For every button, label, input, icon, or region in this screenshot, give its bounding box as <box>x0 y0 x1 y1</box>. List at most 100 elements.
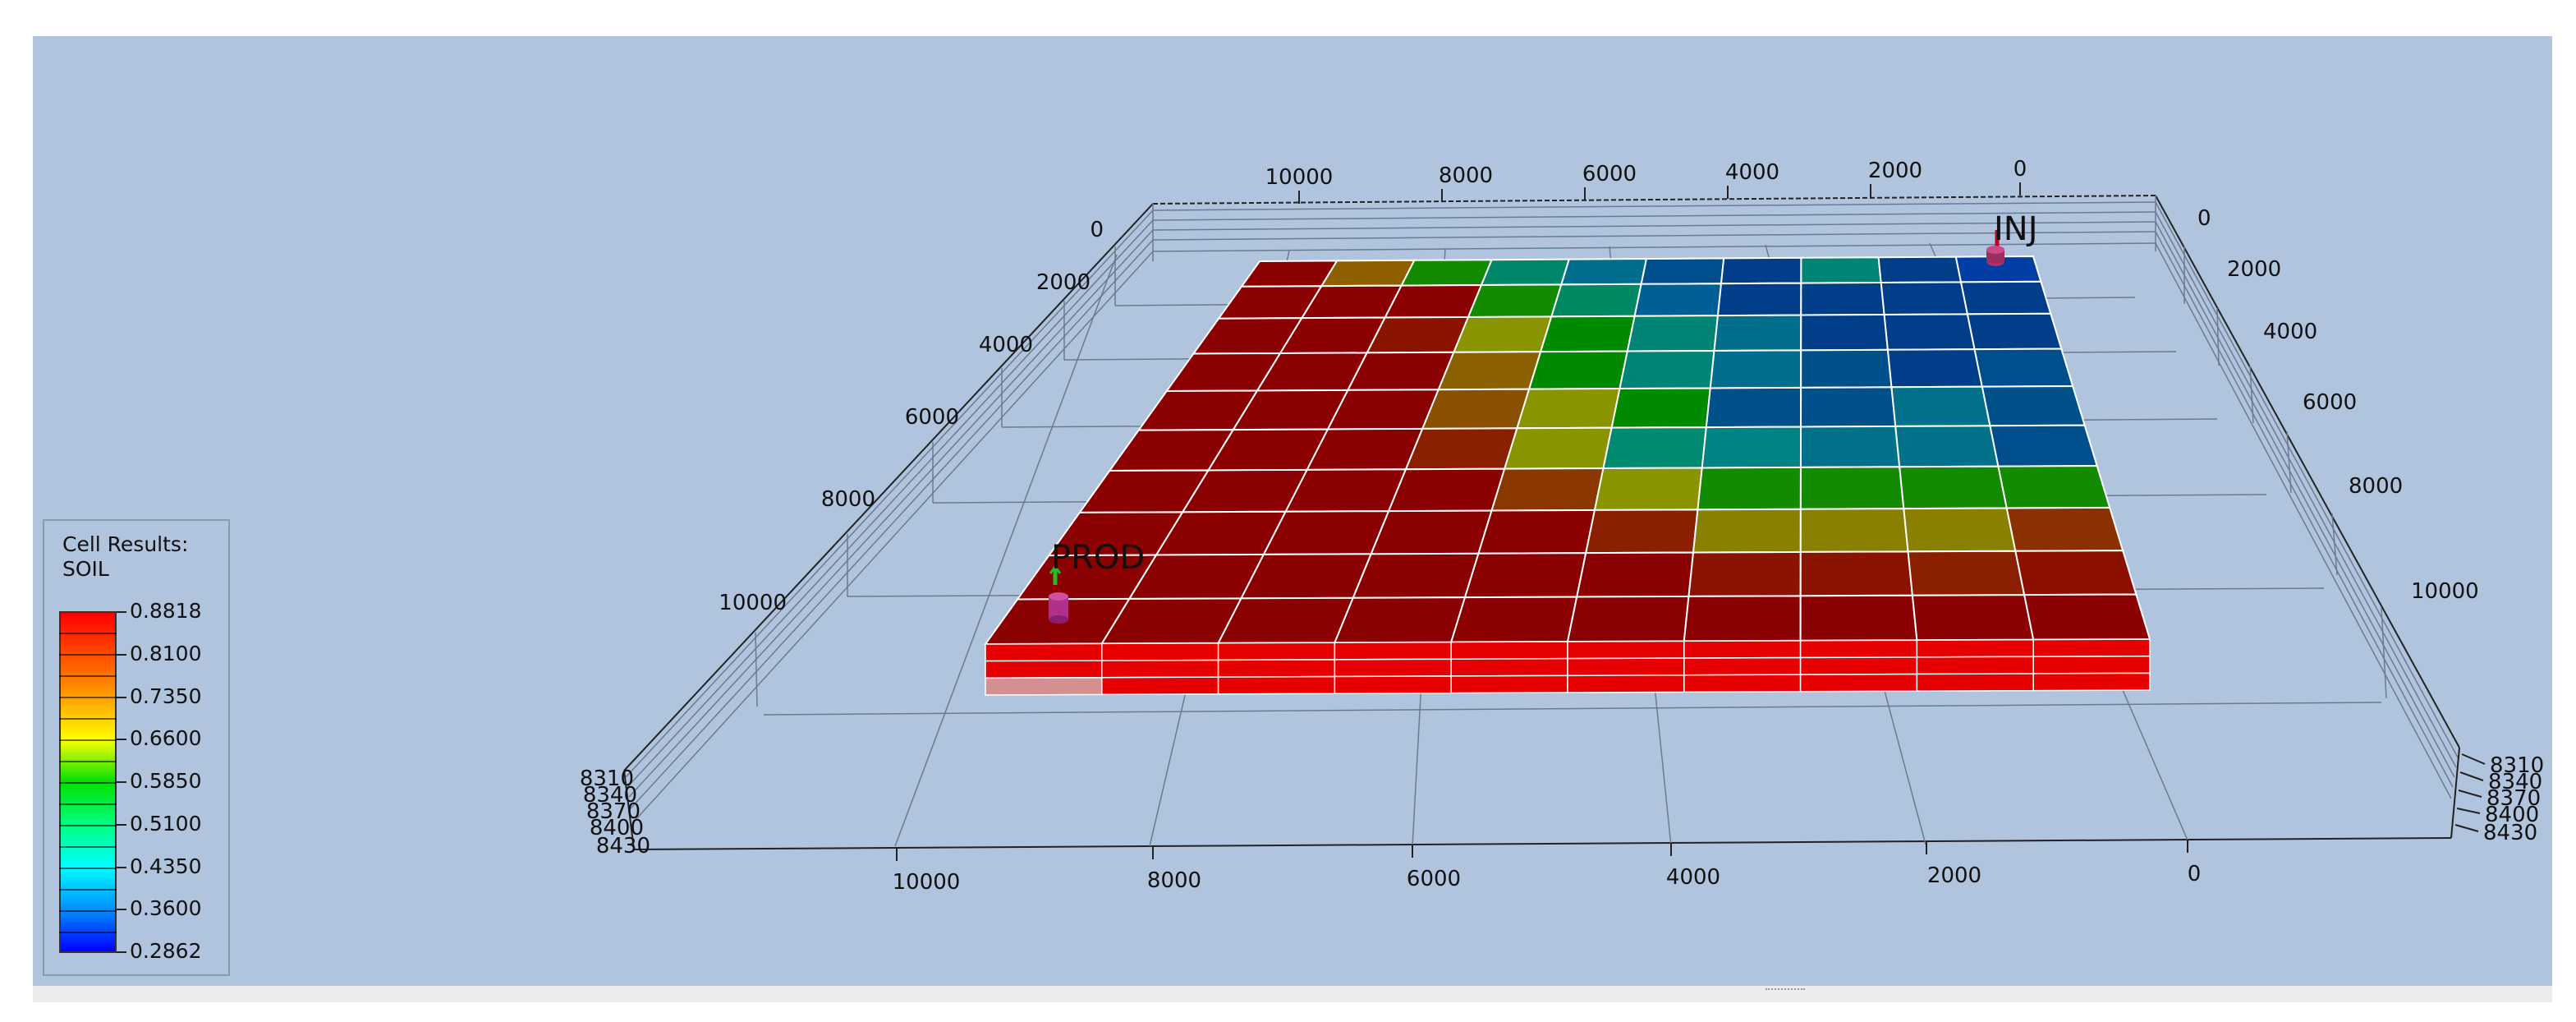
grid-cell[interactable] <box>1262 510 1390 555</box>
grid-cell[interactable] <box>1619 349 1715 390</box>
grid-cell[interactable] <box>1973 348 2074 388</box>
grid-cell[interactable] <box>1981 385 2087 427</box>
grid-cell[interactable] <box>1404 427 1518 471</box>
grid-cell-side[interactable] <box>1799 656 1918 675</box>
grid-cell[interactable] <box>1799 466 1905 510</box>
grid-cell-side[interactable] <box>1567 674 1685 693</box>
grid-cell[interactable] <box>1883 313 1976 351</box>
grid-cell[interactable] <box>1452 315 1553 353</box>
grid-cell[interactable] <box>1640 257 1725 285</box>
grid-cell[interactable] <box>1366 315 1470 354</box>
grid-cell[interactable] <box>1449 596 1578 643</box>
grid-cell-side[interactable] <box>1567 657 1685 677</box>
grid-cell-side[interactable] <box>1101 676 1219 696</box>
grid-cell-side[interactable] <box>1799 673 1918 693</box>
grid-cell[interactable] <box>1326 389 1440 430</box>
grid-cell-side[interactable] <box>1567 640 1685 660</box>
grid-cell[interactable] <box>1626 315 1720 352</box>
grid-cell[interactable] <box>1370 509 1493 555</box>
grid-cell-side[interactable] <box>1450 674 1568 694</box>
grid-cell-side[interactable] <box>1799 639 1918 659</box>
grid-cell-side[interactable] <box>1101 659 1219 679</box>
grid-cell[interactable] <box>1799 550 1914 597</box>
grid-cell[interactable] <box>1477 509 1596 555</box>
grid-cell-side[interactable] <box>1450 657 1568 677</box>
grid-cell-side[interactable] <box>985 676 1103 696</box>
grid-cell[interactable] <box>1593 467 1703 511</box>
grid-cell[interactable] <box>1701 426 1802 469</box>
grid-cell[interactable] <box>1437 351 1542 391</box>
grid-cell-side[interactable] <box>1334 675 1452 694</box>
grid-cell[interactable] <box>1283 468 1407 513</box>
injector-well[interactable] <box>1986 230 2004 266</box>
grid-cell-side[interactable] <box>1916 638 2034 658</box>
grid-cell[interactable] <box>1421 388 1531 430</box>
grid-cell[interactable] <box>1911 594 2035 642</box>
grid-cell[interactable] <box>1306 427 1424 471</box>
grid-cell[interactable] <box>1239 553 1373 600</box>
grid-cell[interactable] <box>1467 283 1563 318</box>
grid-cell[interactable] <box>1320 259 1417 288</box>
grid-cell[interactable] <box>1886 348 1984 389</box>
grid-cell[interactable] <box>1705 386 1802 429</box>
grid-cell[interactable] <box>1903 507 2017 553</box>
grid-cell[interactable] <box>1346 351 1455 391</box>
grid-cell[interactable] <box>1890 385 1991 427</box>
grid-cell-side[interactable] <box>2032 672 2151 692</box>
grid-cell[interactable] <box>1687 550 1802 597</box>
grid-cell[interactable] <box>1720 256 1802 285</box>
grid-cell[interactable] <box>1559 257 1648 286</box>
grid-cell[interactable] <box>2014 550 2137 596</box>
grid-cell[interactable] <box>1352 552 1480 599</box>
grid-cell-side[interactable] <box>1683 656 1802 676</box>
grid-cell[interactable] <box>1907 550 2026 596</box>
grid-cell[interactable] <box>1894 425 2000 468</box>
grid-cell[interactable] <box>2005 506 2124 552</box>
grid-cell[interactable] <box>1610 387 1711 429</box>
grid-cell-side[interactable] <box>1217 642 1336 661</box>
grid-cell[interactable] <box>1799 594 1918 642</box>
producer-well[interactable] <box>1049 564 1068 624</box>
grid-cell[interactable] <box>1384 283 1483 319</box>
grid-cell[interactable] <box>1800 386 1897 428</box>
grid-cell-side[interactable] <box>2032 638 2151 658</box>
grid-cell[interactable] <box>1989 424 2099 467</box>
grid-cell[interactable] <box>1399 259 1494 287</box>
grid-cell[interactable] <box>1516 388 1621 430</box>
grid-cell-side[interactable] <box>1450 641 1568 661</box>
grid-cell-side[interactable] <box>1217 659 1336 678</box>
grid-cell[interactable] <box>1503 426 1613 470</box>
grid-cell[interactable] <box>1713 314 1802 352</box>
grid-cell-side[interactable] <box>985 660 1103 679</box>
color-legend[interactable]: Cell Results: SOIL 0.8818 0.8100 0.7350 0.6… <box>43 519 230 976</box>
grid-cell[interactable] <box>1697 466 1802 511</box>
grid-cell[interactable] <box>1877 256 1963 283</box>
grid-cell[interactable] <box>1997 465 2111 509</box>
grid-cell[interactable] <box>1584 509 1699 555</box>
grid-cell-side[interactable] <box>1916 673 2034 692</box>
grid-cell[interactable] <box>1683 595 1802 642</box>
grid-cell[interactable] <box>1480 258 1571 286</box>
grid-cell[interactable] <box>1800 348 1893 389</box>
grid-cell[interactable] <box>1539 315 1636 353</box>
grid-cell-side[interactable] <box>2032 655 2151 674</box>
grid-cell[interactable] <box>1959 280 2052 315</box>
grid-cell-side[interactable] <box>1683 640 1802 659</box>
grid-cell-side[interactable] <box>1101 642 1219 661</box>
grid-cell-side[interactable] <box>1334 641 1452 661</box>
grid-cell[interactable] <box>1490 467 1605 512</box>
grid-cell-side[interactable] <box>1334 658 1452 678</box>
grid-cell[interactable] <box>1800 281 1885 316</box>
grid-cell[interactable] <box>1799 508 1909 553</box>
grid-cell-side[interactable] <box>1916 656 2034 675</box>
grid-cell[interactable] <box>1550 283 1642 318</box>
grid-cell[interactable] <box>1333 596 1467 644</box>
grid-cell[interactable] <box>1692 508 1802 554</box>
grid-cell[interactable] <box>2023 593 2151 641</box>
grid-cell[interactable] <box>1633 283 1723 317</box>
grid-cell[interactable] <box>1566 595 1690 643</box>
grid-cell[interactable] <box>1716 282 1802 317</box>
grid-cell-side[interactable] <box>1683 674 1802 693</box>
grid-cell[interactable] <box>1966 312 2063 351</box>
